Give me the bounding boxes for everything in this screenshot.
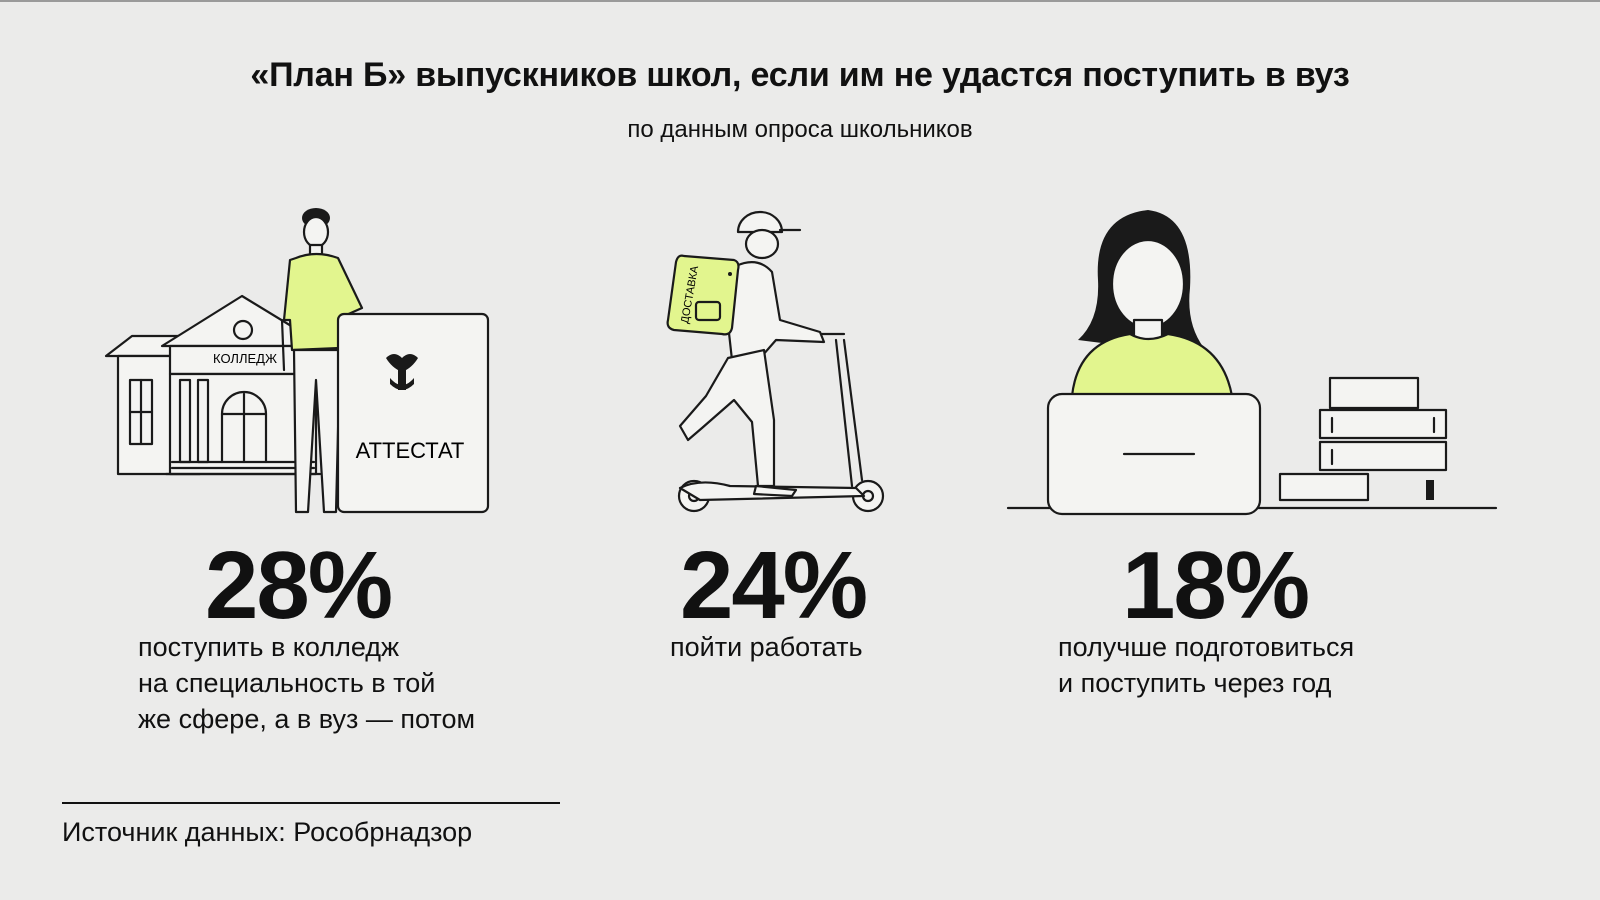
certificate-document [336,312,490,514]
coat-of-arms-icon [386,354,418,390]
courier-figure [678,210,826,498]
top-border [0,0,1600,2]
college-student-illustration: КОЛЛЕДЖ АТТЕСТАТ [104,208,490,514]
stat-percent-work: 24% [680,532,868,639]
delivery-backpack [666,254,740,336]
stat-description-next-year: получше подготовиться и поступить через … [1058,632,1355,698]
student-laptop-illustration [1006,210,1498,516]
laptop [1046,392,1262,516]
books-stack [1278,376,1448,502]
girl-figure [1070,210,1234,398]
infographic-title: «План Б» выпускников школ, если им не уд… [250,56,1350,94]
stat-percent-college: 28% [205,532,393,639]
college-sign: КОЛЛЕДЖ [213,351,277,366]
infographic-subtitle: по данным опроса школьников [627,116,973,143]
stat-description-work: пойти работать [670,632,863,662]
certificate-label: АТТЕСТАТ [356,438,465,463]
stat-description-college: поступить в колледж на специальность в т… [138,632,476,734]
data-source: Источник данных: Рособрнадзор [62,817,473,847]
source-divider [62,802,560,804]
courier-illustration: ДОСТАВКА [666,210,885,513]
stat-percent-next-year: 18% [1122,532,1310,639]
